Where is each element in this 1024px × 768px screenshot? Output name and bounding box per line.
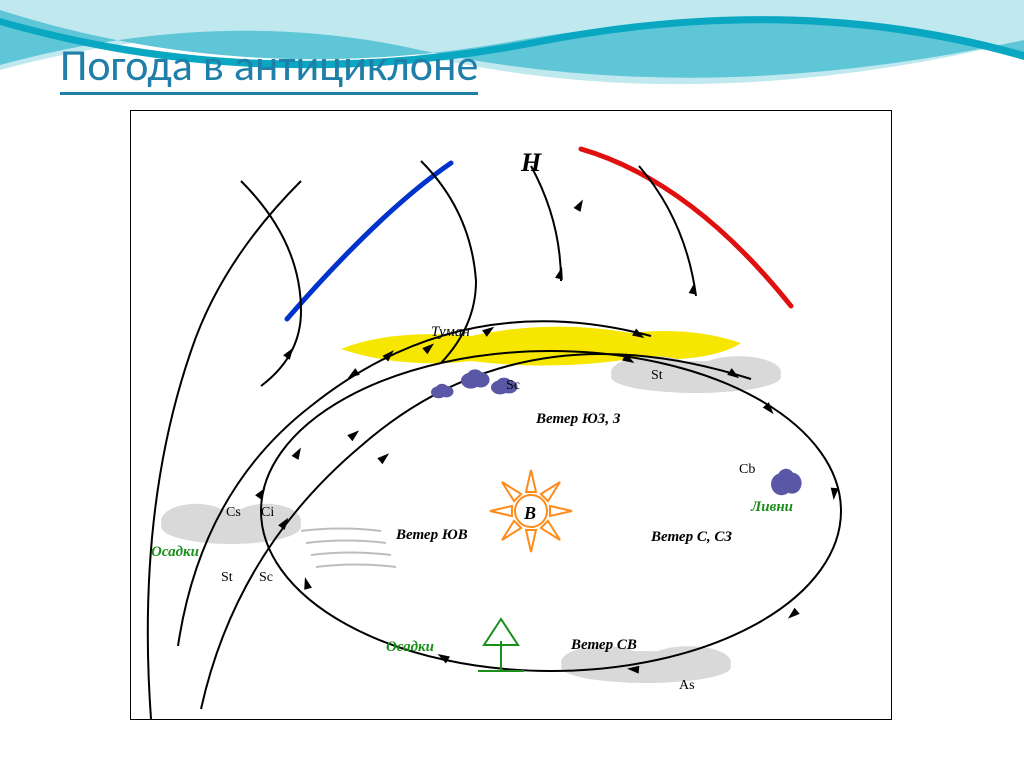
flow-arrow-7 — [255, 485, 268, 499]
label-10: Ci — [261, 505, 274, 520]
flow-arrow-20 — [301, 576, 312, 590]
flow-arrow-9 — [347, 427, 361, 441]
slide-title: Погода в антициклоне — [60, 38, 478, 95]
flow-arrow-10 — [377, 450, 391, 464]
label-16: As — [679, 678, 695, 693]
diagram-frame: Н Туман Sc St Ветер ЮЗ, З Cb Ливни Ветер С, СЗ В… — [130, 110, 892, 720]
label-13: Sc — [259, 570, 273, 585]
label-1: Туман — [431, 324, 470, 340]
label-8: Ветер ЮВ — [395, 527, 468, 543]
label-14: Осадки — [386, 639, 434, 655]
cirrus-wisp-0 — [301, 529, 381, 532]
isobar-1 — [241, 181, 301, 386]
isobar-4 — [639, 166, 696, 296]
isobar-3 — [531, 166, 561, 281]
flow-arrow-6 — [574, 198, 587, 212]
label-12: St — [221, 570, 233, 585]
cumulus-cloud-3 — [771, 469, 802, 495]
tree-icon — [478, 619, 524, 671]
label-17: В — [523, 503, 536, 523]
flow-arrow-21 — [292, 446, 305, 460]
label-3: St — [651, 368, 663, 383]
flow-arrow-17 — [785, 608, 799, 622]
flow-arrow-16 — [830, 488, 839, 501]
label-11: Осадки — [151, 544, 199, 560]
label-7: Ветер С, СЗ — [650, 529, 732, 545]
label-0: Н — [520, 148, 542, 177]
label-4: Ветер ЮЗ, З — [535, 411, 621, 427]
anticyclone-diagram: Н Туман Sc St Ветер ЮЗ, З Cb Ливни Ветер С, СЗ В… — [131, 111, 891, 719]
label-6: Ливни — [750, 499, 793, 515]
cirrus-wisp-1 — [306, 541, 386, 544]
warm-front — [581, 149, 791, 306]
cirrus-wisp-3 — [316, 565, 396, 568]
label-9: Cs — [226, 505, 241, 520]
label-15: Ветер СВ — [570, 637, 637, 653]
label-2: Sc — [506, 378, 520, 393]
label-5: Cb — [739, 462, 755, 477]
flow-arrow-0 — [283, 345, 296, 359]
isobar-0 — [148, 181, 301, 719]
cold-front — [287, 163, 451, 319]
cirrus-wisp-2 — [311, 553, 391, 556]
